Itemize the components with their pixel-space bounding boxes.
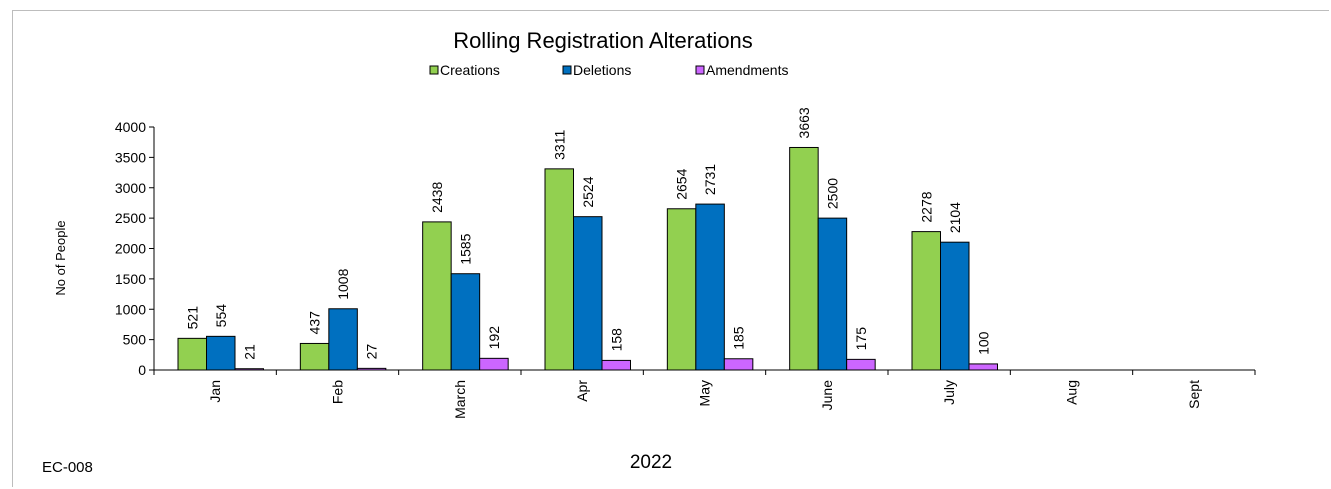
x-tick-label: May — [697, 380, 713, 406]
y-tick-label: 2500 — [115, 210, 146, 226]
data-label: 192 — [486, 326, 502, 350]
y-tick-label: 500 — [123, 332, 147, 348]
bar — [328, 308, 358, 371]
bar — [356, 367, 387, 371]
footnote: EC-008 — [42, 459, 93, 476]
bar — [206, 335, 236, 371]
data-label: 3663 — [796, 107, 812, 138]
y-tick-label: 4000 — [115, 119, 146, 135]
y-axis-label: No of People — [53, 220, 68, 295]
x-tick-label: Aug — [1064, 380, 1080, 405]
data-label: 100 — [975, 331, 991, 355]
legend-label: Amendments — [706, 62, 788, 78]
data-label: 185 — [731, 326, 747, 350]
legend-label: Deletions — [573, 62, 631, 78]
data-label: 27 — [364, 344, 380, 360]
x-tick-label: Feb — [330, 380, 346, 404]
y-tick-label: 3000 — [115, 180, 146, 196]
legend-label: Creations — [440, 62, 500, 78]
bar — [299, 342, 330, 371]
data-label: 2654 — [674, 168, 690, 199]
y-tick-label: 3500 — [115, 149, 146, 165]
x-tick-label: Jan — [207, 380, 223, 403]
bar — [666, 208, 697, 371]
legend-swatch — [695, 65, 705, 75]
data-label: 521 — [184, 306, 200, 330]
bar — [695, 203, 725, 371]
chart-frame — [12, 10, 1329, 487]
data-label: 2500 — [824, 178, 840, 209]
data-label: 437 — [307, 311, 323, 335]
legend-swatch — [429, 65, 439, 75]
data-label: 2438 — [429, 182, 445, 213]
bar — [601, 359, 631, 371]
legend: Creations Deletions Amendments — [429, 62, 788, 78]
bar — [789, 146, 819, 371]
bar — [479, 357, 509, 371]
x-tick-label: June — [819, 380, 835, 411]
bar — [573, 216, 603, 371]
bar — [177, 337, 207, 371]
y-tick-label: 1000 — [115, 301, 146, 317]
chart-title: Rolling Registration Alterations — [453, 28, 753, 53]
x-axis-label: 2022 — [630, 452, 672, 473]
data-label: 158 — [608, 328, 624, 352]
data-label: 554 — [213, 304, 229, 328]
bar — [723, 358, 754, 371]
bar — [544, 168, 574, 371]
bar — [422, 221, 452, 371]
data-label: 1585 — [457, 233, 473, 264]
data-label: 1008 — [335, 268, 351, 299]
bar — [911, 231, 941, 371]
bar — [817, 217, 848, 371]
data-label: 21 — [241, 344, 257, 360]
data-label: 2278 — [918, 191, 934, 222]
y-tick-label: 2000 — [115, 241, 146, 257]
bar — [234, 368, 264, 371]
x-tick-label: Sept — [1186, 380, 1202, 409]
plot-area: 0 500 1000 1500 2000 2500 3000 3500 4000 Jan Feb Ma… — [115, 107, 1256, 419]
data-label: 2731 — [702, 164, 718, 195]
bar — [450, 273, 481, 371]
legend-swatch — [562, 65, 572, 75]
x-tick-label: Apr — [574, 380, 590, 402]
data-label: 2524 — [580, 176, 596, 207]
bar — [968, 363, 998, 371]
data-label: 3311 — [551, 130, 567, 160]
bar — [846, 358, 876, 371]
y-tick-label: 1500 — [115, 271, 146, 287]
data-label: 2104 — [947, 202, 963, 233]
y-tick-label: 0 — [138, 362, 146, 378]
x-tick-label: March — [452, 380, 468, 419]
x-tick-label: July — [941, 380, 957, 405]
data-label: 175 — [853, 327, 869, 351]
bar — [940, 241, 970, 371]
